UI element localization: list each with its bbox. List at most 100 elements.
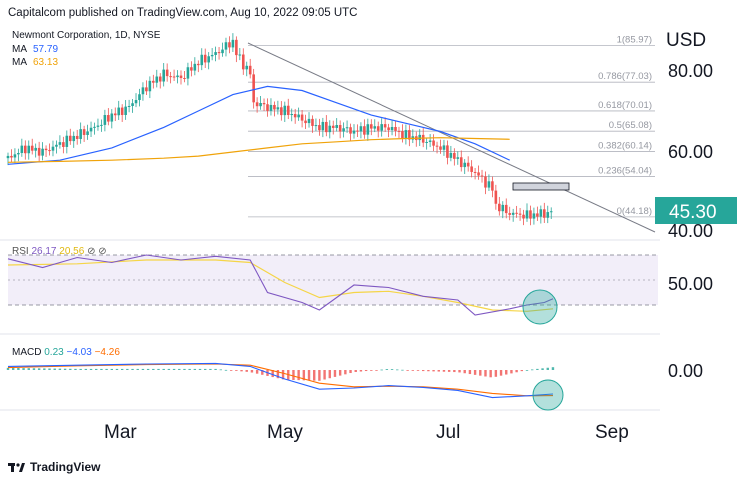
- candle-body: [380, 124, 383, 131]
- ma-slow-value: 63.13: [33, 57, 59, 68]
- candle-body: [425, 141, 428, 143]
- candle-body: [404, 130, 408, 139]
- macd-label: MACD: [12, 347, 42, 358]
- candle-body: [24, 145, 27, 154]
- macd-hist-bar: [245, 370, 248, 372]
- macd-hist-bar: [74, 368, 77, 370]
- month-may: May: [267, 422, 303, 443]
- macd-hist-bar: [146, 368, 150, 370]
- candle-body: [307, 118, 311, 124]
- candle-body: [75, 135, 79, 139]
- macd-hist-bar: [240, 370, 243, 372]
- macd-line: [7, 362, 554, 399]
- macd-hist-bar: [453, 370, 456, 373]
- ma-fast-line: [7, 85, 510, 165]
- candle-body: [86, 131, 89, 135]
- candle-body: [549, 211, 553, 213]
- candle-body: [543, 209, 546, 218]
- macd-highlight-circle: [532, 379, 564, 411]
- candle-body: [311, 118, 314, 126]
- macd-hist-bar: [546, 367, 549, 370]
- candle-body: [89, 127, 93, 132]
- candle-body: [269, 104, 273, 111]
- candle-body: [359, 126, 363, 132]
- candle-body: [190, 67, 193, 71]
- macd-hist-bar: [313, 370, 316, 381]
- macd-hist-bar: [489, 370, 492, 378]
- macd-histogram: [6, 367, 555, 381]
- macd-hist-bar: [37, 368, 41, 370]
- macd-line-value: −4.03: [66, 347, 92, 358]
- macd-hist-bar: [131, 368, 134, 370]
- macd-hist-bar: [520, 370, 524, 372]
- candle-body: [484, 176, 487, 188]
- candle-body: [300, 114, 304, 121]
- candle-body: [169, 76, 172, 78]
- macd-hist-bar: [89, 368, 93, 370]
- macd-hist-bar: [323, 370, 326, 380]
- candle-body: [82, 129, 86, 135]
- macd-hist-bar: [468, 370, 472, 375]
- footer-brand: TradingView: [30, 460, 101, 474]
- candle-body: [390, 126, 394, 131]
- macd-hist-bar: [551, 367, 555, 370]
- candle-body: [304, 120, 307, 124]
- macd-hist-bar: [95, 368, 98, 370]
- macd-hist-bar: [359, 370, 363, 372]
- macd-hist-bar: [183, 368, 186, 370]
- candle-body: [366, 124, 370, 135]
- candle-body: [262, 103, 266, 105]
- fib-label: 1(85.97): [617, 35, 652, 46]
- currency-label: USD: [666, 30, 706, 51]
- macd-hist-bar: [510, 370, 513, 374]
- candle-body: [41, 148, 44, 156]
- macd-hist-bar: [437, 370, 440, 372]
- macd-hist-bar: [235, 370, 238, 371]
- candle-body: [456, 157, 460, 159]
- candle-body: [179, 75, 183, 78]
- candle-body: [276, 107, 280, 110]
- candle-body: [248, 65, 252, 75]
- candle-body: [193, 63, 197, 71]
- candle-body: [17, 153, 20, 155]
- price-tick-60: 60.00: [668, 142, 713, 162]
- macd-hist-bar: [167, 368, 171, 370]
- macd-hist-bar: [499, 370, 503, 376]
- macd-hist-bar: [115, 368, 119, 370]
- tradingview-footer[interactable]: TradingView: [8, 460, 100, 474]
- time-axis: Mar May Jul Sep: [104, 422, 629, 443]
- macd-hist-bar: [442, 370, 446, 372]
- macd-signal-value: −4.26: [94, 347, 120, 358]
- candle-body: [113, 113, 117, 116]
- candle-body: [186, 67, 190, 79]
- candle-body: [245, 65, 249, 70]
- candle-body: [10, 155, 13, 158]
- candle-body: [470, 166, 473, 172]
- fibonacci-levels: 1(85.97) 0.786(77.03) 0.618(70.01) 0.5(65.0…: [248, 35, 655, 218]
- price-tick-40: 40.00: [668, 221, 713, 241]
- candle-body: [72, 135, 76, 142]
- candle-body: [162, 69, 165, 82]
- candle-body: [65, 135, 69, 147]
- macd-hist-bar: [157, 368, 160, 370]
- candlesticks: [6, 33, 553, 226]
- chart-title: Newmont Corporation, 1D, NYSE: [12, 30, 161, 41]
- macd-hist-bar: [27, 368, 30, 370]
- macd-hist-bar: [281, 370, 285, 380]
- candle-body: [290, 114, 294, 116]
- candle-body: [62, 142, 65, 147]
- candle-body: [314, 125, 318, 127]
- macd-hist-bar: [364, 370, 368, 372]
- candle-body: [501, 204, 505, 212]
- price-tick-80: 80.00: [668, 61, 713, 81]
- macd-hist-bar: [162, 368, 165, 370]
- candle-body: [408, 130, 411, 140]
- candle-body: [491, 181, 494, 191]
- candle-body: [228, 42, 231, 48]
- candle-body: [439, 146, 442, 150]
- macd-tick-0: 0.00: [668, 361, 703, 381]
- ma-fast-label: MA: [12, 44, 27, 55]
- candle-body: [325, 121, 328, 133]
- last-price-badge: [655, 197, 737, 224]
